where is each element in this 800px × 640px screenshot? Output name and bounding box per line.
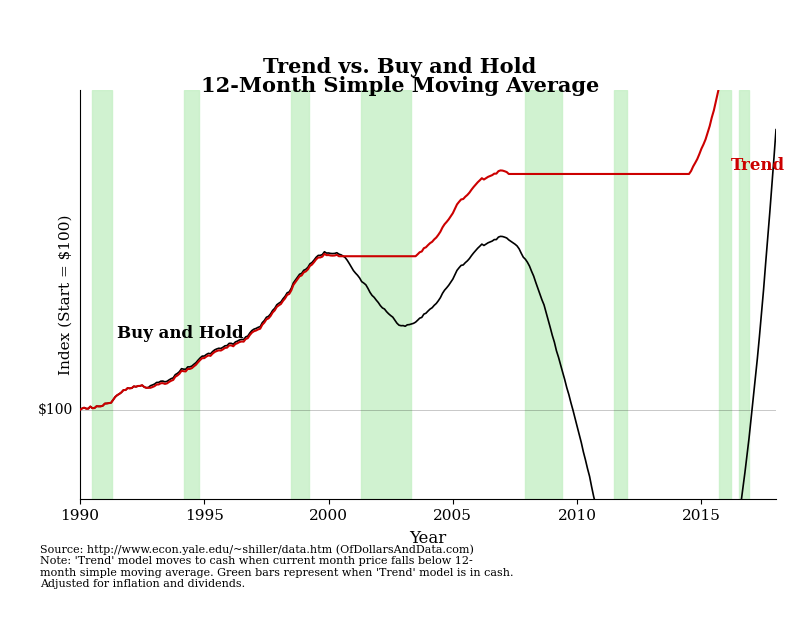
Text: Buy and Hold: Buy and Hold xyxy=(118,324,244,342)
Text: $100: $100 xyxy=(38,403,73,417)
Y-axis label: Index (Start = $100): Index (Start = $100) xyxy=(59,214,73,374)
Text: 12-Month Simple Moving Average: 12-Month Simple Moving Average xyxy=(201,76,599,97)
Text: Source: http://www.econ.yale.edu/~shiller/data.htm (OfDollarsAndData.com)
Note: : Source: http://www.econ.yale.edu/~shille… xyxy=(40,544,514,589)
Bar xyxy=(614,90,627,499)
Bar xyxy=(93,90,112,499)
Bar xyxy=(525,90,562,499)
X-axis label: Year: Year xyxy=(410,530,446,547)
Text: Trend: Trend xyxy=(731,157,786,174)
Bar xyxy=(738,90,749,499)
Bar xyxy=(291,90,309,499)
Bar xyxy=(719,90,731,499)
Bar xyxy=(185,90,199,499)
Bar xyxy=(361,90,410,499)
Text: Trend vs. Buy and Hold: Trend vs. Buy and Hold xyxy=(263,57,537,77)
